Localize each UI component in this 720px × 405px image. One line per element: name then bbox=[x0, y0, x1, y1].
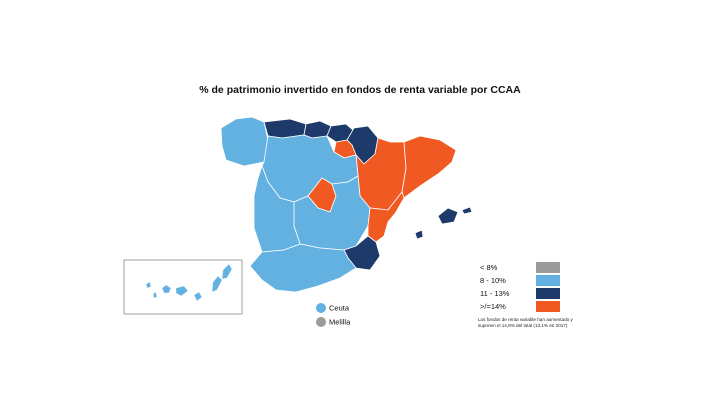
city-melilla: Melilla bbox=[316, 317, 351, 328]
legend-swatch bbox=[536, 288, 560, 299]
region-cataluna[interactable] bbox=[401, 135, 457, 199]
region-asturias[interactable] bbox=[263, 118, 307, 139]
legend-label: >/=14% bbox=[480, 302, 506, 311]
region-andalucia[interactable] bbox=[249, 243, 357, 293]
legend-item: 8 - 10% bbox=[478, 275, 628, 287]
city-ceuta: Ceuta bbox=[316, 303, 350, 314]
legend-label: < 8% bbox=[480, 263, 498, 272]
legend-note: Los fondos de renta variable han aumenta… bbox=[478, 317, 573, 328]
legend-swatch bbox=[536, 275, 560, 286]
city-label: Ceuta bbox=[329, 303, 350, 313]
legend-swatch bbox=[536, 262, 560, 273]
legend-item: < 8% bbox=[478, 262, 628, 274]
region-galicia[interactable] bbox=[220, 116, 269, 167]
map-title: % de patrimonio invertido en fondos de r… bbox=[199, 84, 521, 96]
legend-item: >/=14% bbox=[478, 301, 628, 313]
region-baleares-mallorca[interactable] bbox=[437, 207, 459, 225]
melilla-dot bbox=[316, 317, 326, 328]
region-canarias[interactable] bbox=[145, 263, 233, 302]
ceuta-dot bbox=[316, 303, 326, 314]
region-baleares-ibiza[interactable] bbox=[414, 229, 424, 240]
legend: < 8% 8 - 10% 11 - 13% >/=14% Los fondos … bbox=[478, 262, 628, 329]
region-valencia[interactable] bbox=[367, 191, 405, 243]
canarias-inset-frame bbox=[123, 259, 243, 315]
legend-label: 8 - 10% bbox=[480, 276, 506, 285]
legend-item: 11 - 13% bbox=[478, 288, 628, 300]
region-baleares-menorca[interactable] bbox=[461, 206, 473, 215]
legend-label: 11 - 13% bbox=[480, 289, 510, 298]
legend-swatch bbox=[536, 301, 560, 312]
city-label: Melilla bbox=[329, 317, 351, 327]
